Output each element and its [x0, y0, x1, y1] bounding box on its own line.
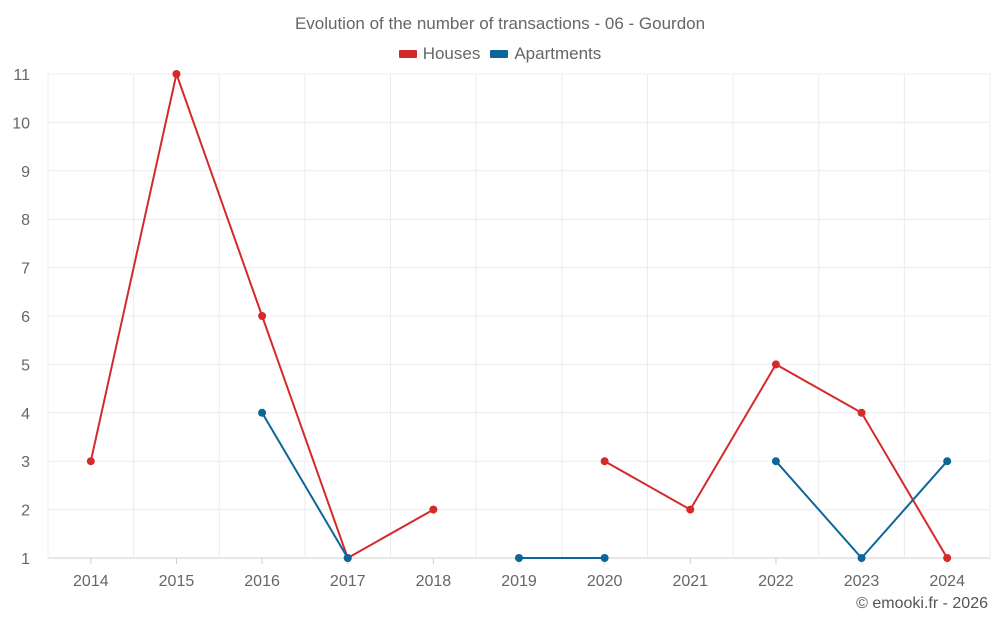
- series-line-houses: [689, 363, 777, 511]
- data-point-houses: [258, 312, 267, 320]
- data-point-houses: [172, 70, 181, 78]
- y-tick-label: 1: [21, 551, 30, 568]
- legend-label-houses: Houses: [422, 44, 481, 63]
- series-line-houses: [774, 363, 863, 414]
- x-tick-label: 2018: [416, 573, 452, 590]
- legend-swatch-houses: [398, 50, 417, 58]
- data-point-houses: [429, 505, 438, 514]
- y-tick-label: 2: [21, 503, 30, 520]
- data-point-houses: [86, 457, 95, 466]
- x-tick-label: 2020: [587, 573, 623, 590]
- chart-title: Evolution of the number of transactions …: [294, 14, 706, 33]
- data-point-apartments: [943, 457, 952, 466]
- legend-label-apartments: Apartments: [514, 44, 602, 63]
- y-tick-label: 5: [21, 357, 30, 374]
- x-tick-label: 2015: [159, 573, 195, 590]
- y-tick-label: 3: [21, 454, 30, 471]
- y-tick-label: 6: [21, 309, 30, 326]
- data-point-apartments: [515, 554, 523, 562]
- chart-legend: Houses Apartments: [0, 44, 1000, 64]
- data-point-houses: [857, 408, 866, 417]
- x-tick-label: 2014: [73, 573, 109, 590]
- data-point-houses: [600, 457, 609, 466]
- data-point-apartments: [258, 408, 267, 417]
- legend-item-houses[interactable]: Houses: [398, 44, 481, 64]
- data-point-apartments: [857, 554, 866, 562]
- legend-swatch-apartments: [490, 50, 509, 58]
- series-line-apartments: [261, 411, 349, 559]
- y-tick-label: 8: [21, 212, 30, 229]
- series-line-apartments: [774, 460, 863, 559]
- series-line-apartments: [860, 460, 949, 559]
- x-tick-label: 2023: [844, 573, 880, 590]
- y-tick-label: 4: [21, 406, 30, 423]
- x-tick-label: 2016: [244, 573, 280, 590]
- data-point-houses: [686, 505, 695, 514]
- series-line-houses: [346, 508, 435, 559]
- data-point-apartments: [343, 554, 352, 562]
- x-tick-label: 2022: [758, 573, 794, 590]
- y-tick-label: 9: [21, 164, 30, 181]
- x-tick-label: 2017: [330, 573, 366, 590]
- x-tick-label: 2019: [501, 573, 537, 590]
- y-tick-label: 11: [13, 67, 30, 84]
- x-tick-label: 2021: [672, 573, 708, 590]
- data-point-apartments: [771, 457, 780, 466]
- credit-text: © emooki.fr - 2026: [856, 595, 988, 612]
- series-line-houses: [603, 460, 692, 511]
- series-line-houses: [860, 411, 949, 559]
- x-tick-label: 2024: [929, 573, 965, 590]
- data-point-houses: [943, 554, 952, 562]
- data-point-apartments: [600, 554, 609, 562]
- data-point-houses: [771, 360, 780, 369]
- y-tick-label: 7: [21, 261, 30, 278]
- y-tick-label: 10: [12, 115, 30, 132]
- series-line-houses: [175, 73, 264, 317]
- legend-item-apartments[interactable]: Apartments: [490, 44, 601, 64]
- series-line-houses: [261, 315, 349, 559]
- series-line-houses: [89, 73, 178, 463]
